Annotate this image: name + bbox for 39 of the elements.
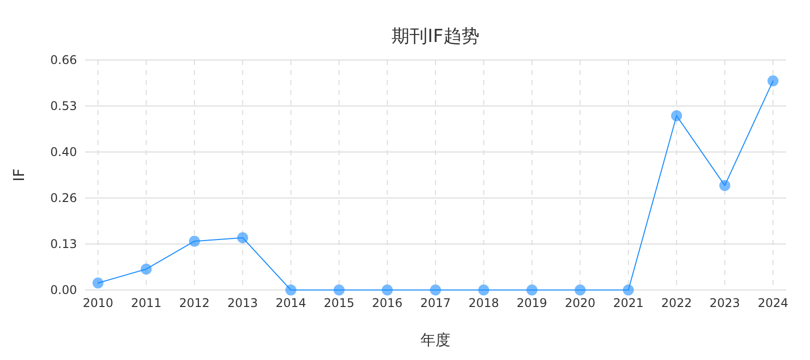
point bbox=[92, 278, 104, 289]
point bbox=[478, 284, 490, 296]
x-tick-label: 2022 bbox=[661, 296, 692, 310]
x-tick-label: 2016 bbox=[372, 296, 403, 310]
y-axis-title: IF bbox=[10, 168, 28, 182]
y-tick-label: 0.00 bbox=[50, 283, 77, 297]
point bbox=[382, 284, 393, 296]
x-tick-label: 2012 bbox=[179, 296, 210, 310]
x-tick-label: 2015 bbox=[324, 296, 354, 310]
y-tick-label: 0.66 bbox=[50, 53, 77, 67]
point bbox=[671, 110, 682, 122]
x-tick-label: 2011 bbox=[130, 296, 162, 310]
chart-title: 期刊IF趋势 bbox=[392, 26, 480, 47]
y-tick-label: 0.40 bbox=[50, 145, 77, 159]
x-tick-label: 2017 bbox=[420, 296, 451, 310]
x-tick-label: 2024 bbox=[758, 296, 788, 310]
point bbox=[430, 284, 441, 296]
x-tick-label: 2019 bbox=[516, 296, 548, 310]
x-tick-label: 2020 bbox=[564, 296, 596, 310]
x-tick-label: 2021 bbox=[613, 296, 644, 310]
point bbox=[237, 232, 248, 244]
y-tick-label: 0.13 bbox=[50, 237, 77, 251]
point bbox=[574, 284, 586, 296]
x-tick-label: 2013 bbox=[227, 296, 258, 310]
point bbox=[526, 284, 538, 296]
point bbox=[188, 236, 200, 247]
point bbox=[622, 284, 634, 296]
point bbox=[719, 180, 730, 191]
x-tick-label: 2023 bbox=[710, 296, 740, 310]
point bbox=[285, 284, 296, 296]
point bbox=[334, 284, 345, 296]
x-tick-label: 2010 bbox=[82, 296, 114, 310]
x-tick-label: 2018 bbox=[468, 296, 499, 310]
y-tick-label: 0.53 bbox=[50, 99, 77, 113]
point bbox=[768, 75, 778, 86]
y-tick-label: 0.26 bbox=[50, 191, 77, 205]
x-tick-label: 2014 bbox=[276, 296, 306, 310]
x-axis-title: 年度 bbox=[420, 331, 450, 349]
point bbox=[140, 264, 152, 275]
